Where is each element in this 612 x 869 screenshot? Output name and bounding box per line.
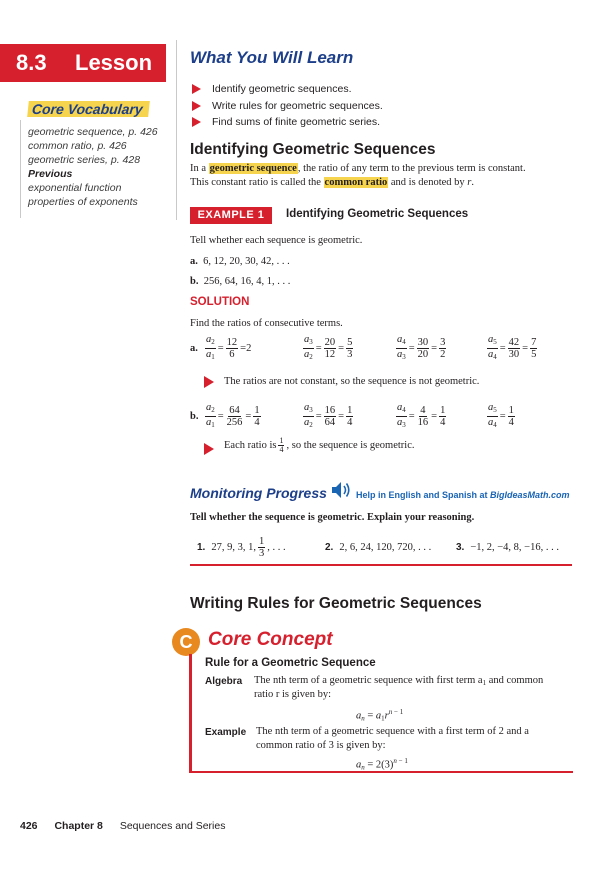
vocab-previous-label: Previous	[28, 168, 73, 180]
vocab-item: geometric series, p. 428	[28, 154, 141, 166]
vocab-item: common ratio, p. 426	[28, 140, 127, 152]
core-concept-bottom-rule	[189, 771, 573, 773]
example-title: Identifying Geometric Sequences	[286, 208, 469, 220]
solution-intro: Find the ratios of consecutive terms.	[190, 318, 343, 329]
vocab-list: geometric sequence, p. 426 common ratio,…	[28, 125, 158, 209]
vocab-box	[20, 120, 163, 218]
conclusion-arrow-icon	[204, 376, 214, 388]
example-formula: an = 2(3)n − 1	[356, 757, 408, 772]
monitoring-rule	[190, 564, 572, 566]
example-text-line-2: common ratio of 3 is given by:	[256, 740, 386, 751]
learn-item: Find sums of finite geometric series.	[190, 114, 383, 131]
monitoring-instruction: Tell whether the sequence is geometric. …	[190, 512, 475, 523]
speaker-icon[interactable]	[330, 480, 352, 500]
core-concept-border	[189, 654, 192, 772]
example-part-a: a. 6, 12, 20, 30, 42, . . .	[190, 256, 290, 267]
lesson-number: 8.3	[16, 50, 47, 75]
footer-chapter-name: Sequences and Series	[119, 820, 226, 832]
algebra-formula: an = a1rn − 1	[356, 708, 404, 723]
sidebar-divider	[176, 40, 177, 220]
vocab-item: geometric sequence, p. 426	[28, 126, 158, 138]
section-heading-writing-rules: Writing Rules for Geometric Sequences	[190, 595, 482, 612]
triangle-bullet-icon	[192, 100, 201, 111]
learn-list: Identify geometric sequences. Write rule…	[190, 81, 383, 131]
algebra-text-line-2: ratio r is given by:	[254, 689, 331, 700]
solution-heading: SOLUTION	[190, 296, 250, 308]
ratio-row-b-label: b.	[190, 411, 199, 422]
footer-chapter: Chapter 8	[54, 820, 103, 832]
problem-2: 2. 2, 6, 24, 120, 720, . . .	[325, 542, 432, 553]
ratio-row-a-label: a.	[190, 343, 198, 354]
vocab-previous-item: properties of exponents	[28, 196, 138, 208]
algebra-text-line-1: The nth term of a geometric sequence wit…	[254, 675, 544, 687]
learn-title: What You Will Learn	[190, 48, 354, 67]
monitoring-title: Monitoring Progress	[190, 485, 327, 501]
lesson-tab: 8.3 Lesson	[0, 44, 166, 82]
definition-line-2: This constant ratio is called the common…	[190, 177, 474, 188]
section-heading-identifying: Identifying Geometric Sequences	[190, 141, 436, 158]
example-prompt: Tell whether each sequence is geometric.	[190, 235, 363, 246]
vocab-previous-item: exponential function	[28, 182, 122, 194]
algebra-label: Algebra	[205, 676, 243, 687]
term-common-ratio: common ratio	[323, 177, 389, 188]
ratio-a-1: a2 a1 = 12 6 = 2	[205, 334, 252, 361]
conclusion-a: The ratios are not constant, so the sequ…	[224, 376, 480, 387]
triangle-bullet-icon	[192, 84, 201, 94]
vocab-title: Core Vocabulary	[27, 101, 150, 117]
example-part-b: b. 256, 64, 16, 4, 1, . . .	[190, 276, 291, 287]
core-concept-title: Core Concept	[208, 629, 333, 650]
rule-title: Rule for a Geometric Sequence	[205, 657, 376, 669]
term-geometric-sequence: geometric sequence	[208, 163, 298, 174]
example-tab: EXAMPLE 1	[190, 207, 272, 224]
lesson-word: Lesson	[75, 50, 153, 75]
example-text-line-1: The nth term of a geometric sequence wit…	[256, 726, 529, 737]
example-label: Example	[205, 727, 247, 738]
learn-item: Write rules for geometric sequences.	[190, 98, 383, 115]
definition-line-1: In a geometric sequence, the ratio of an…	[190, 163, 526, 174]
learn-item: Identify geometric sequences.	[190, 81, 383, 98]
page-footer: 426 Chapter 8 Sequences and Series	[20, 820, 225, 832]
conclusion-arrow-icon	[204, 443, 214, 455]
help-link[interactable]: Help in English and Spanish at BigIdeasM…	[356, 490, 570, 500]
page-number: 426	[20, 820, 38, 832]
triangle-bullet-icon	[192, 117, 201, 127]
problem-3: 3. −1, 2, −4, 8, −16, . . .	[456, 542, 559, 553]
core-concept-logo-icon: C	[172, 628, 200, 656]
